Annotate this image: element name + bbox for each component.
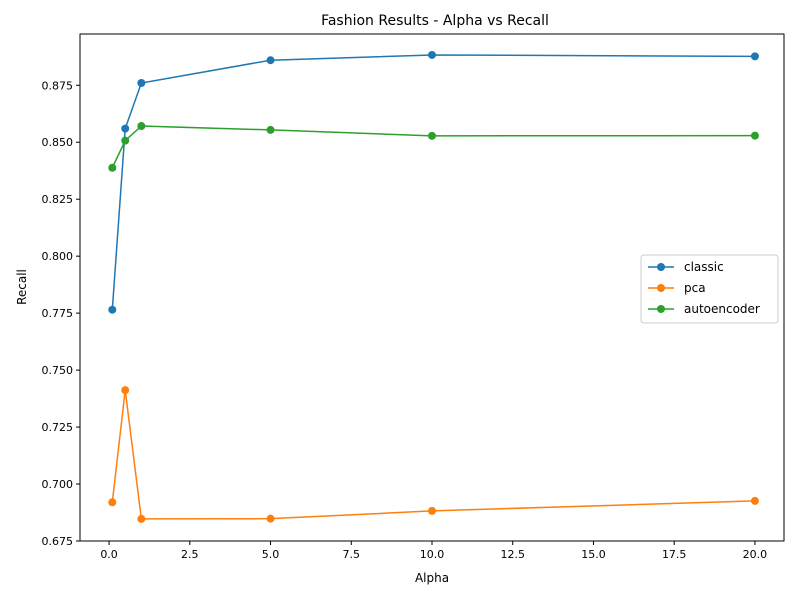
data-point-pca	[108, 498, 117, 507]
y-axis-label: Recall	[15, 269, 29, 305]
data-point-classic	[137, 78, 146, 87]
data-point-autoencoder	[750, 131, 759, 140]
y-tick-label: 0.850	[42, 136, 74, 149]
legend-label-pca: pca	[684, 281, 706, 295]
data-point-pca	[137, 514, 146, 523]
data-point-classic	[266, 56, 275, 65]
data-point-pca	[750, 496, 759, 505]
x-axis-label: Alpha	[415, 571, 449, 585]
legend-item-pca: pca	[648, 281, 706, 295]
x-tick-label: 0.0	[100, 548, 118, 561]
y-tick-label: 0.775	[42, 307, 74, 320]
x-tick-label: 20.0	[743, 548, 768, 561]
x-axis: 0.0 2.5 5.0 7.5 10.0 12.5 15.0 17.5 20.0	[100, 541, 767, 561]
data-point-classic	[108, 305, 117, 314]
data-point-autoencoder	[428, 131, 436, 140]
data-point-pca	[266, 514, 275, 523]
data-point-classic	[750, 52, 759, 61]
x-tick-label: 15.0	[581, 548, 606, 561]
series-line-classic	[111, 54, 755, 310]
data-point-classic	[121, 124, 130, 133]
legend-marker-pca	[657, 284, 665, 292]
data-point-classic	[428, 50, 436, 59]
x-tick-label: 2.5	[181, 548, 199, 561]
legend-frame	[640, 254, 779, 324]
data-point-pca	[121, 386, 130, 395]
series-line-autoencoder	[111, 125, 755, 169]
series-pca	[108, 386, 759, 523]
y-tick-label: 0.750	[42, 364, 74, 377]
legend-item-autoencoder: autoencoder	[648, 302, 760, 316]
y-tick-label: 0.825	[42, 193, 74, 206]
y-tick-label: 0.725	[42, 421, 74, 434]
data-point-pca	[428, 506, 436, 515]
series-layer	[108, 50, 759, 523]
y-tick-label: 0.700	[42, 478, 74, 491]
legend-label-autoencoder: autoencoder	[684, 302, 760, 316]
x-tick-label: 7.5	[343, 548, 361, 561]
y-axis: 0.675 0.700 0.725 0.750 0.775 0.800 0.825 0.850…	[42, 79, 80, 548]
x-tick-label: 17.5	[662, 548, 687, 561]
legend: classic pca autoencoder	[640, 254, 779, 324]
data-point-autoencoder	[121, 136, 130, 145]
series-classic	[108, 50, 759, 314]
y-tick-label: 0.675	[42, 535, 74, 548]
y-tick-label: 0.800	[42, 250, 74, 263]
series-line-pca	[111, 390, 755, 520]
x-tick-label: 12.5	[500, 548, 525, 561]
data-point-autoencoder	[108, 163, 117, 172]
chart-title: Fashion Results - Alpha vs Recall	[321, 13, 549, 29]
y-tick-label: 0.875	[42, 79, 74, 92]
legend-marker-classic	[657, 263, 665, 271]
x-tick-label: 10.0	[420, 548, 445, 561]
x-tick-label: 5.0	[262, 548, 280, 561]
series-autoencoder	[108, 122, 759, 172]
legend-label-classic: classic	[684, 260, 724, 274]
data-point-autoencoder	[266, 125, 275, 134]
data-point-autoencoder	[137, 122, 146, 131]
legend-item-classic: classic	[648, 260, 724, 274]
legend-marker-autoencoder	[657, 305, 665, 313]
